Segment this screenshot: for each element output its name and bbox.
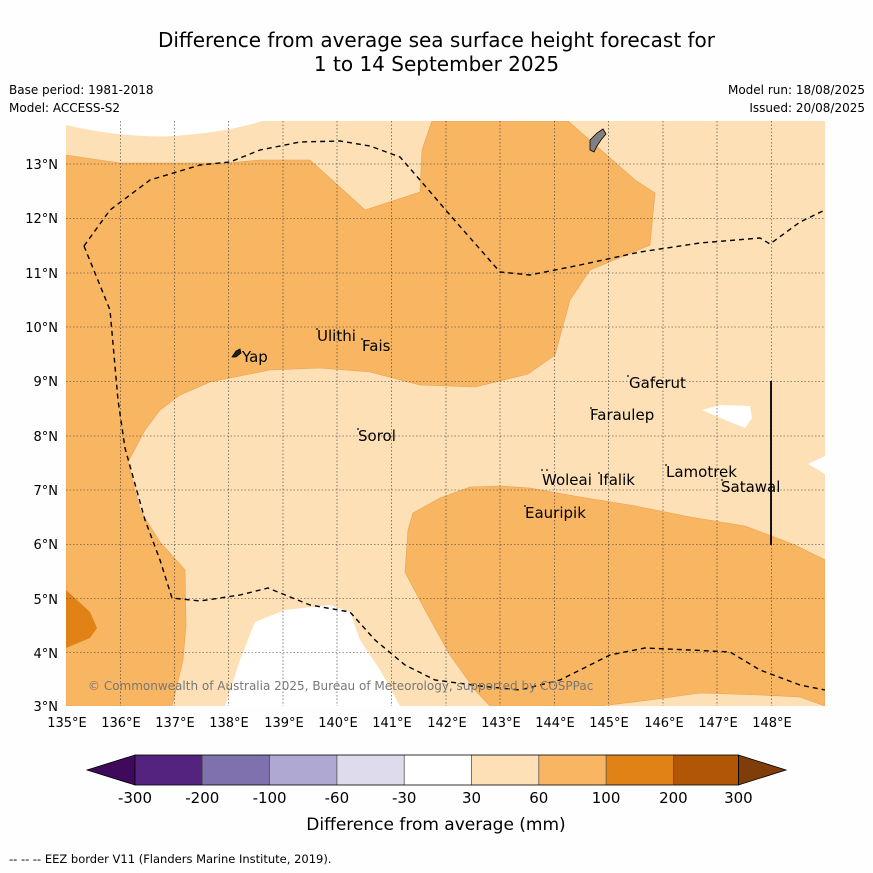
model-name: Model: ACCESS-S2	[9, 101, 121, 115]
colorbar-swatch	[336, 755, 405, 785]
lat-label: 12°N	[25, 212, 58, 227]
lon-label: 136°E	[101, 716, 141, 731]
lon-label: 138°E	[209, 716, 249, 731]
colorbar-tick: 60	[529, 789, 548, 807]
longitude-labels: 135°E 136°E 137°E 138°E 139°E 140°E 141°…	[47, 716, 792, 731]
eez-source-note: -- -- -- EEZ border V11 (Flanders Marine…	[9, 852, 332, 866]
fill-orange-west	[66, 121, 656, 706]
fill-white-east-1	[702, 405, 752, 428]
lon-label: 145°E	[589, 716, 629, 731]
colorbar-tick: 30	[462, 789, 481, 807]
place-fais: Fais	[362, 337, 391, 355]
colorbar-swatch	[135, 755, 203, 785]
colorbar-min-arrow	[85, 754, 136, 786]
lon-label: 137°E	[155, 716, 195, 731]
colorbar-tick: 100	[592, 789, 621, 807]
lat-label: 3°N	[34, 700, 59, 715]
lon-label: 147°E	[698, 716, 738, 731]
lat-label: 11°N	[25, 267, 58, 282]
colorbar-swatch	[673, 755, 739, 785]
fill-white-bottom	[225, 605, 400, 706]
meta-right: Model run: 18/08/2025 Issued: 20/08/2025	[728, 81, 865, 117]
latitude-labels: 13°N 12°N 11°N 10°N 9°N 8°N 7°N 6°N 5°N …	[25, 158, 58, 715]
colorbar-max-arrow	[738, 754, 788, 786]
meta-left: Base period: 1981-2018 Model: ACCESS-S2	[9, 81, 154, 117]
colorbar-tick: -200	[185, 789, 219, 807]
place-ulithi: Ulithi	[317, 327, 356, 345]
lon-label: 140°E	[318, 716, 358, 731]
lat-label: 6°N	[34, 538, 59, 553]
graticule	[66, 121, 825, 706]
lon-label: 135°E	[47, 716, 87, 731]
place-labels: Ulithi Fais Yap Gaferut Faraulep Sorol L…	[241, 327, 780, 522]
model-run: Model run: 18/08/2025	[727, 83, 865, 97]
place-ifalik: Ifalik	[599, 471, 635, 489]
lat-label: 4°N	[34, 647, 59, 662]
colorbar-tick: 200	[659, 789, 688, 807]
eez-border-south	[83, 245, 825, 691]
colorbar-ticks: -300 -200 -100 -60 -30 30 60 100 200 300	[118, 789, 753, 807]
colorbar-swatch	[202, 755, 270, 785]
place-eauripik: Eauripik	[525, 504, 586, 522]
lat-label: 9°N	[34, 375, 59, 390]
colorbar-swatch	[404, 755, 472, 785]
lat-label: 10°N	[25, 321, 58, 336]
lat-label: 7°N	[34, 484, 59, 499]
fill-white-east-2	[808, 456, 825, 474]
place-gaferut: Gaferut	[629, 374, 686, 392]
lat-label: 5°N	[34, 593, 59, 608]
fill-dark-orange	[66, 590, 97, 648]
colorbar: -300 -200 -100 -60 -30 30 60 100 200 300…	[85, 754, 788, 835]
base-period: Base period: 1981-2018	[9, 83, 154, 97]
lon-label: 141°E	[372, 716, 412, 731]
map-fill-layers	[66, 121, 825, 706]
lon-label: 143°E	[481, 716, 521, 731]
colorbar-tick: -300	[118, 789, 152, 807]
lon-label: 148°E	[752, 716, 792, 731]
place-yap: Yap	[241, 348, 268, 366]
colorbar-swatch	[606, 755, 674, 785]
colorbar-label: Difference from average (mm)	[306, 815, 565, 835]
colorbar-tick: -30	[392, 789, 417, 807]
lat-label: 13°N	[25, 158, 58, 173]
colorbar-swatch	[471, 755, 539, 785]
guam-island-icon	[589, 128, 607, 153]
place-faraulep: Faraulep	[590, 406, 654, 424]
title-line-1: Difference from average sea surface heig…	[157, 28, 716, 52]
map-title: Difference from average sea surface heig…	[0, 28, 873, 76]
yap-island-icon	[231, 348, 242, 358]
place-satawal: Satawal	[721, 478, 780, 496]
colorbar-tick: 300	[724, 789, 753, 807]
lat-label: 8°N	[34, 430, 59, 445]
issued-date: Issued: 20/08/2025	[749, 101, 865, 115]
place-sorol: Sorol	[358, 427, 396, 445]
place-woleai: Woleai	[542, 471, 592, 489]
lon-label: 139°E	[264, 716, 304, 731]
lon-label: 144°E	[535, 716, 575, 731]
fill-white-top	[66, 121, 262, 137]
copyright-text: © Commonwealth of Australia 2025, Bureau…	[88, 679, 593, 693]
colorbar-tick: -60	[325, 789, 350, 807]
place-lamotrek: Lamotrek	[666, 463, 737, 481]
lon-label: 142°E	[427, 716, 467, 731]
colorbar-tick: -100	[253, 789, 287, 807]
island-markers	[316, 328, 723, 507]
colorbar-swatch	[538, 755, 607, 785]
lon-label: 146°E	[644, 716, 684, 731]
title-line-2: 1 to 14 September 2025	[313, 52, 560, 76]
colorbar-swatch	[269, 755, 337, 785]
eez-border-north	[83, 140, 825, 276]
